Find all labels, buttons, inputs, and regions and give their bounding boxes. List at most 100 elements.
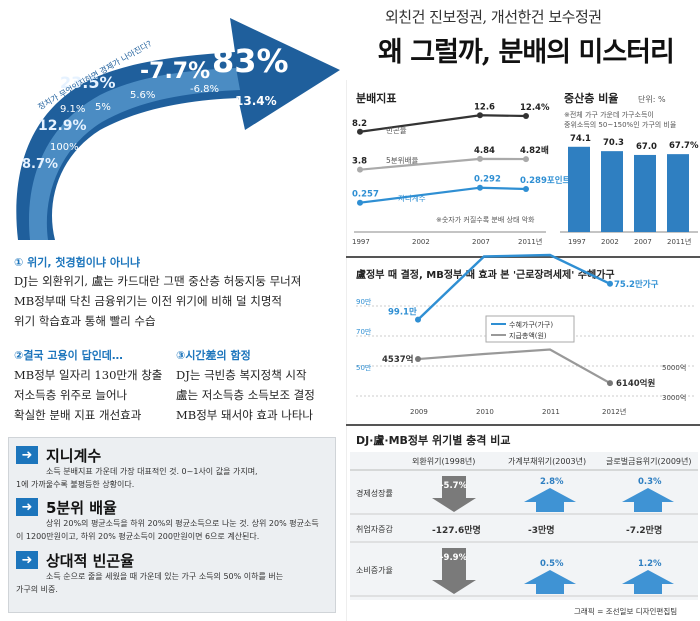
data-label: 4537억	[382, 354, 413, 365]
bar	[667, 154, 689, 232]
table-value: 0.5%	[540, 559, 564, 569]
data-point	[523, 113, 529, 119]
section1-line: 위기 학습효과 통해 빨리 수습	[14, 314, 156, 328]
tick-label: 2011년	[518, 237, 542, 246]
arrow-right-icon: ➜	[16, 498, 38, 516]
section2-line: MB정부 일자리 130만개 창출	[14, 368, 163, 382]
art-num: 86.4%	[135, 44, 167, 55]
series-line	[417, 253, 611, 321]
chart3-title: 盧정부 때 결정, MB정부 때 효과 본 '근로장려세제' 수혜가구	[356, 268, 615, 281]
column-header: 가계부채위기(2003년)	[508, 456, 586, 466]
data-point	[477, 155, 483, 162]
glossary-term: 지니계수	[46, 447, 102, 465]
chart1-note: ※숫자가 커질수록 분배 상태 악화	[436, 215, 535, 224]
data-label: 4.84	[474, 146, 495, 156]
legend-label: 수혜가구(가구)	[509, 320, 553, 329]
series-name: 빈곤율	[386, 126, 407, 135]
glossary-term: 상대적 빈곤율	[46, 552, 135, 570]
art-num: 5%	[95, 102, 111, 113]
chart3-rule	[346, 256, 700, 258]
section2-line: 확실한 분배 지표 개선효과	[14, 408, 142, 422]
decorative-arrow-art: 83% -7.7% 23.5% 12.9% 8.7% 13.4% 180% -1…	[0, 0, 345, 248]
table-value: 1.2%	[638, 559, 662, 569]
data-label: 67.0	[636, 142, 657, 152]
column-header: 글로벌금융위기(2009년)	[606, 456, 691, 466]
headline-line1: 외친건 진보정권, 개선한건 보수정권	[385, 8, 602, 26]
art-num: -6.8%	[190, 84, 219, 95]
row-label: 소비증가율	[356, 566, 393, 575]
arrow-right-icon: ➜	[16, 551, 38, 569]
data-point	[477, 112, 483, 119]
tick-label: 2009	[410, 408, 428, 416]
art-num: 12.9%	[38, 118, 87, 134]
chart1-title: 분배지표	[356, 91, 396, 105]
tick-label: 2007	[634, 238, 652, 246]
glossary-def: 소득 순으로 줄을 세웠을 때 가운데 있는 가구 소득의 50% 이하를 버는	[46, 572, 284, 581]
glossary-box	[8, 437, 336, 613]
art-num: 23.5%	[60, 73, 116, 92]
chart4-title: DJ·盧·MB정부 위기별 충격 비교	[356, 433, 510, 447]
data-point	[523, 156, 529, 163]
tick-label: 1997	[352, 238, 370, 246]
section3-line: MB정부 돼서야 효과 나타나	[176, 408, 313, 422]
y-tick-right: 3000억	[662, 394, 686, 402]
chart2-title: 중산층 비율	[564, 91, 618, 105]
data-point	[357, 166, 363, 173]
bar	[634, 154, 656, 232]
section2-title: ②결국 고용이 답인데…	[14, 349, 123, 362]
bar	[601, 151, 623, 232]
glossary-def: 이 1200만원이고, 하위 20% 평균소득이 200만원이면 6으로 계산된…	[16, 532, 260, 541]
tick-label: 2010	[476, 408, 494, 416]
data-label: 12.6	[474, 102, 495, 112]
up-arrow-icon	[524, 488, 576, 512]
art-num: 13.4%	[235, 94, 277, 108]
data-point	[607, 380, 613, 387]
art-num: 9.1%	[60, 104, 85, 115]
data-label: 0.289포인트	[520, 175, 571, 186]
section1-line: DJ는 외환위기, 盧는 카드대란 그땐 중산층 허둥지둥 무너져	[14, 274, 302, 288]
table-value: 0.3%	[638, 477, 662, 487]
eitc-chart: 盧정부 때 결정, MB정부 때 효과 본 '근로장려세제' 수혜가구 90만 7…	[346, 253, 700, 416]
y-tick-right: 5000억	[662, 364, 686, 372]
data-label: 12.4%	[520, 103, 550, 113]
row-label: 취업자증감	[356, 524, 393, 534]
table-value: -127.6만명	[432, 524, 481, 536]
glossary-def: 1에 가까울수록 불평등한 상황이다.	[16, 480, 135, 489]
glossary-def: 가구의 비중.	[16, 585, 58, 594]
chart4-rule	[346, 424, 700, 426]
data-label: 0.292	[474, 175, 501, 185]
series-line	[417, 348, 611, 385]
art-num: -7.7%	[140, 59, 210, 84]
data-point	[477, 184, 483, 191]
legend-label: 지급총액(원)	[509, 331, 547, 340]
distribution-chart: 분배지표 8.2 12.6 12.4% 빈곤율 3.8 4.84 4.82배 5분위배율 0.2…	[352, 91, 571, 246]
data-label: 74.1	[570, 134, 591, 144]
arrow-highlight	[29, 68, 241, 240]
glossary-term: 5분위 배율	[46, 499, 117, 517]
data-label: 70.3	[603, 138, 624, 148]
data-label: 75.2만가구	[614, 279, 659, 290]
arrow-shape	[16, 18, 341, 240]
art-num: -12%	[110, 52, 141, 65]
table-value: -9.9%	[440, 553, 468, 563]
y-tick-left: 70만	[356, 327, 372, 336]
art-num: 180%	[170, 39, 210, 54]
glossary-def: 상위 20%의 평균소득을 하위 20%의 평균소득으로 나눈 것. 상위 20…	[46, 519, 319, 528]
credit: 그래픽 = 조선일보 디자인편집팀	[574, 606, 677, 616]
tick-label: 2012년	[602, 407, 626, 416]
up-arrow-icon	[524, 570, 576, 594]
art-num: 8.7%	[22, 157, 58, 172]
data-label: 67.7%	[669, 141, 699, 151]
data-label: 4.82배	[520, 145, 549, 156]
table-value: -7.2만명	[626, 524, 662, 536]
section1-title: ① 위기, 첫경험이냐 아니냐	[14, 256, 141, 269]
section3-line: 盧는 저소득층 소득보조 결정	[176, 388, 315, 402]
data-point	[607, 280, 613, 287]
y-tick-left: 90만	[356, 297, 372, 306]
y-tick-left: 50만	[356, 363, 372, 372]
tick-label: 2002	[412, 238, 430, 246]
art-num-big: 83%	[212, 42, 289, 80]
table-value: 2.8%	[540, 477, 564, 487]
column-header: 외환위기(1998년)	[412, 456, 475, 466]
tick-label: 2002	[601, 238, 619, 246]
